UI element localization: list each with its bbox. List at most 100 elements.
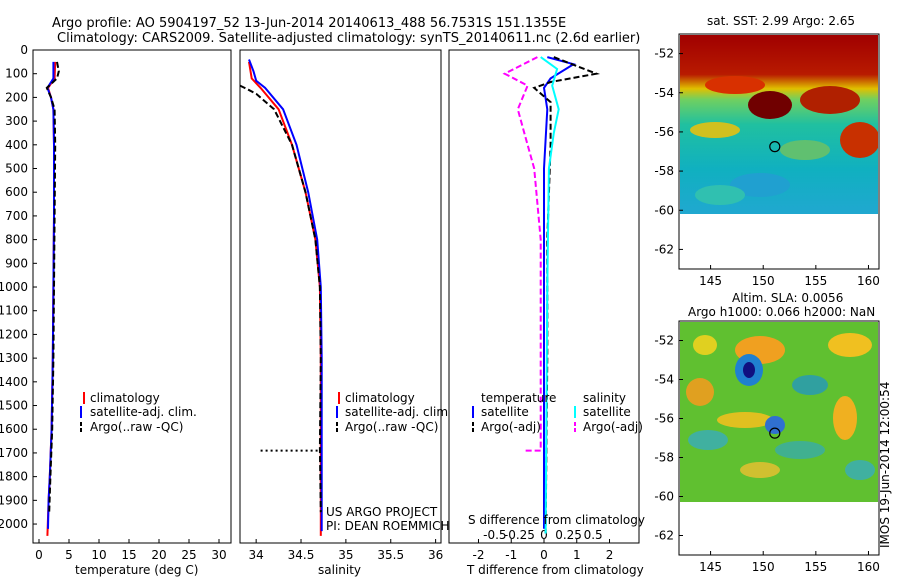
lon-tick-label: 150: [752, 274, 775, 288]
depth-tick-label: 1900: [0, 493, 28, 507]
lon-tick-label: 160: [857, 560, 880, 574]
legend-swatch-s-satellite: [574, 406, 576, 418]
lat-tick-label: -54: [654, 373, 674, 387]
depth-tick-label: 1700: [0, 446, 28, 460]
lat-tick-label: -56: [654, 412, 674, 426]
x-tick-label: 35: [338, 548, 353, 562]
depth-tick-label: 0: [20, 43, 28, 57]
s-difference-label: S difference from climatology: [468, 513, 645, 527]
legend-label-t-satellite: satellite: [481, 405, 529, 419]
s-tick-label: 0.25: [555, 528, 582, 542]
temperature-legend: climatology satellite-adj. clim. Argo(..…: [80, 391, 197, 434]
lat-tick-label: -52: [654, 334, 674, 348]
legend-swatch-climatology: [338, 392, 340, 404]
series-line-argo-raw-qc-: [239, 84, 322, 513]
legend-swatch-climatology: [83, 392, 85, 404]
lon-tick-label: 150: [752, 560, 775, 574]
x-tick-label: 1: [573, 548, 581, 562]
salinity-legend: climatology satellite-adj. clim. Argo(..…: [336, 391, 452, 434]
legend-swatch-satellite: [336, 406, 338, 418]
depth-tick-label: 1800: [0, 470, 28, 484]
depth-tick-labels: 0 100 200 300 400 500 600 700 800 900 1000 1100 1200…: [0, 43, 453, 531]
t-difference-xlabel: T difference from climatology: [466, 563, 644, 577]
depth-tick-label: 700: [5, 209, 28, 223]
lat-tick-label: -58: [654, 164, 674, 178]
x-tick-label: 10: [91, 548, 106, 562]
lat-tick-label: -62: [654, 242, 674, 256]
depth-tick-label: 100: [5, 67, 28, 81]
lat-tick-label: -52: [654, 47, 674, 61]
lon-tick-label: 155: [804, 560, 827, 574]
depth-tick-label: 1500: [0, 399, 28, 413]
header-line1: Argo profile: AO 5904197_52 13-Jun-2014 …: [52, 16, 566, 31]
x-tick-label: 34: [249, 548, 264, 562]
x-tick-label: 5: [65, 548, 73, 562]
salinity-series: [239, 59, 323, 536]
legend-label-argo: Argo(..raw -QC): [90, 420, 183, 434]
depth-tick-label: 1000: [0, 280, 28, 294]
difference-series: [502, 56, 601, 534]
difference-legend: temperature salinity satellite Argo(-adj…: [472, 391, 643, 434]
lat-tick-label: -54: [654, 86, 674, 100]
temperature-xlabel: temperature (deg C): [75, 563, 198, 577]
temperature-axes: [32, 49, 232, 544]
depth-tick-label: 1200: [0, 327, 28, 341]
legend-label-climatology: climatology: [90, 391, 160, 405]
x-tick-label: 2: [606, 548, 614, 562]
s-difference-tick-labels: -0.5-0.25 0 0.25 0.5: [483, 528, 603, 542]
lon-tick-label: 155: [804, 274, 827, 288]
sla-map-tick-labels: 145 150 155 160 -52 -54 -56 -58 -60 -62: [654, 334, 880, 575]
depth-tick-label: 1400: [0, 375, 28, 389]
x-tick-label: 0: [35, 548, 43, 562]
x-tick-label: 25: [181, 548, 196, 562]
depth-tick-label: 500: [5, 162, 28, 176]
legend-label-satellite: satellite-adj. clim.: [345, 405, 452, 419]
depth-tick-label: 1100: [0, 304, 28, 318]
s-tick-label: 0.5: [584, 528, 603, 542]
lon-tick-label: 160: [857, 274, 880, 288]
sla-map-title-line2: Argo h1000: 0.066 h2000: NaN: [688, 305, 875, 319]
x-tick-label: 30: [211, 548, 226, 562]
header-line2: Climatology: CARS2009. Satellite-adjuste…: [57, 31, 640, 46]
temperature-series: [45, 61, 60, 536]
x-tick-label: 15: [121, 548, 136, 562]
legend-label-argo: Argo(..raw -QC): [345, 420, 438, 434]
sst-map-tick-labels: 145 150 155 160 -52 -54 -56 -58 -60 -62: [654, 47, 880, 288]
lat-tick-label: -56: [654, 125, 674, 139]
salinity-axes: [239, 49, 442, 544]
x-tick-label: 0: [540, 548, 548, 562]
depth-tick-label: 2000: [0, 517, 28, 531]
project-annotation-line2: PI: DEAN ROEMMICH: [326, 519, 449, 533]
lon-tick-label: 145: [699, 274, 722, 288]
legend-label-climatology: climatology: [345, 391, 415, 405]
s-tick-label: -0.5: [483, 528, 506, 542]
sla-heatmap: [680, 322, 878, 502]
lat-tick-label: -60: [654, 203, 674, 217]
depth-tick-label: 200: [5, 90, 28, 104]
x-tick-label: -2: [472, 548, 484, 562]
depth-tick-label: 900: [5, 256, 28, 270]
sst-argo-location-marker: [769, 141, 781, 153]
sla-map-title-line1: Altim. SLA: 0.0056: [732, 291, 843, 305]
t-difference-tick-labels: -2 -1 0 1 2: [472, 539, 613, 562]
series-line-s-argo-adj-: [502, 56, 542, 452]
lon-tick-label: 145: [699, 560, 722, 574]
legend-swatch-satellite: [80, 406, 82, 418]
x-tick-label: 34.5: [288, 548, 315, 562]
depth-tick-label: 1300: [0, 351, 28, 365]
series-line-s-satellite: [540, 56, 560, 534]
series-line-satellite-adj-clim-: [248, 59, 323, 532]
depth-tick-label: 1600: [0, 422, 28, 436]
x-tick-label: -1: [505, 548, 517, 562]
salinity-tick-labels: 34 34.5 35 35.5 36: [249, 539, 443, 562]
legend-label-t-argo: Argo(-adj): [481, 420, 541, 434]
legend-swatch-t-satellite: [472, 406, 474, 418]
project-annotation-line1: US ARGO PROJECT: [326, 505, 438, 519]
series-line-t-satellite: [542, 56, 576, 529]
depth-tick-label: 300: [5, 114, 28, 128]
legend-label-s-satellite: satellite: [583, 405, 631, 419]
salinity-xlabel: salinity: [318, 563, 361, 577]
legend-label-s-argo: Argo(-adj): [583, 420, 643, 434]
x-tick-label: 36: [428, 548, 443, 562]
